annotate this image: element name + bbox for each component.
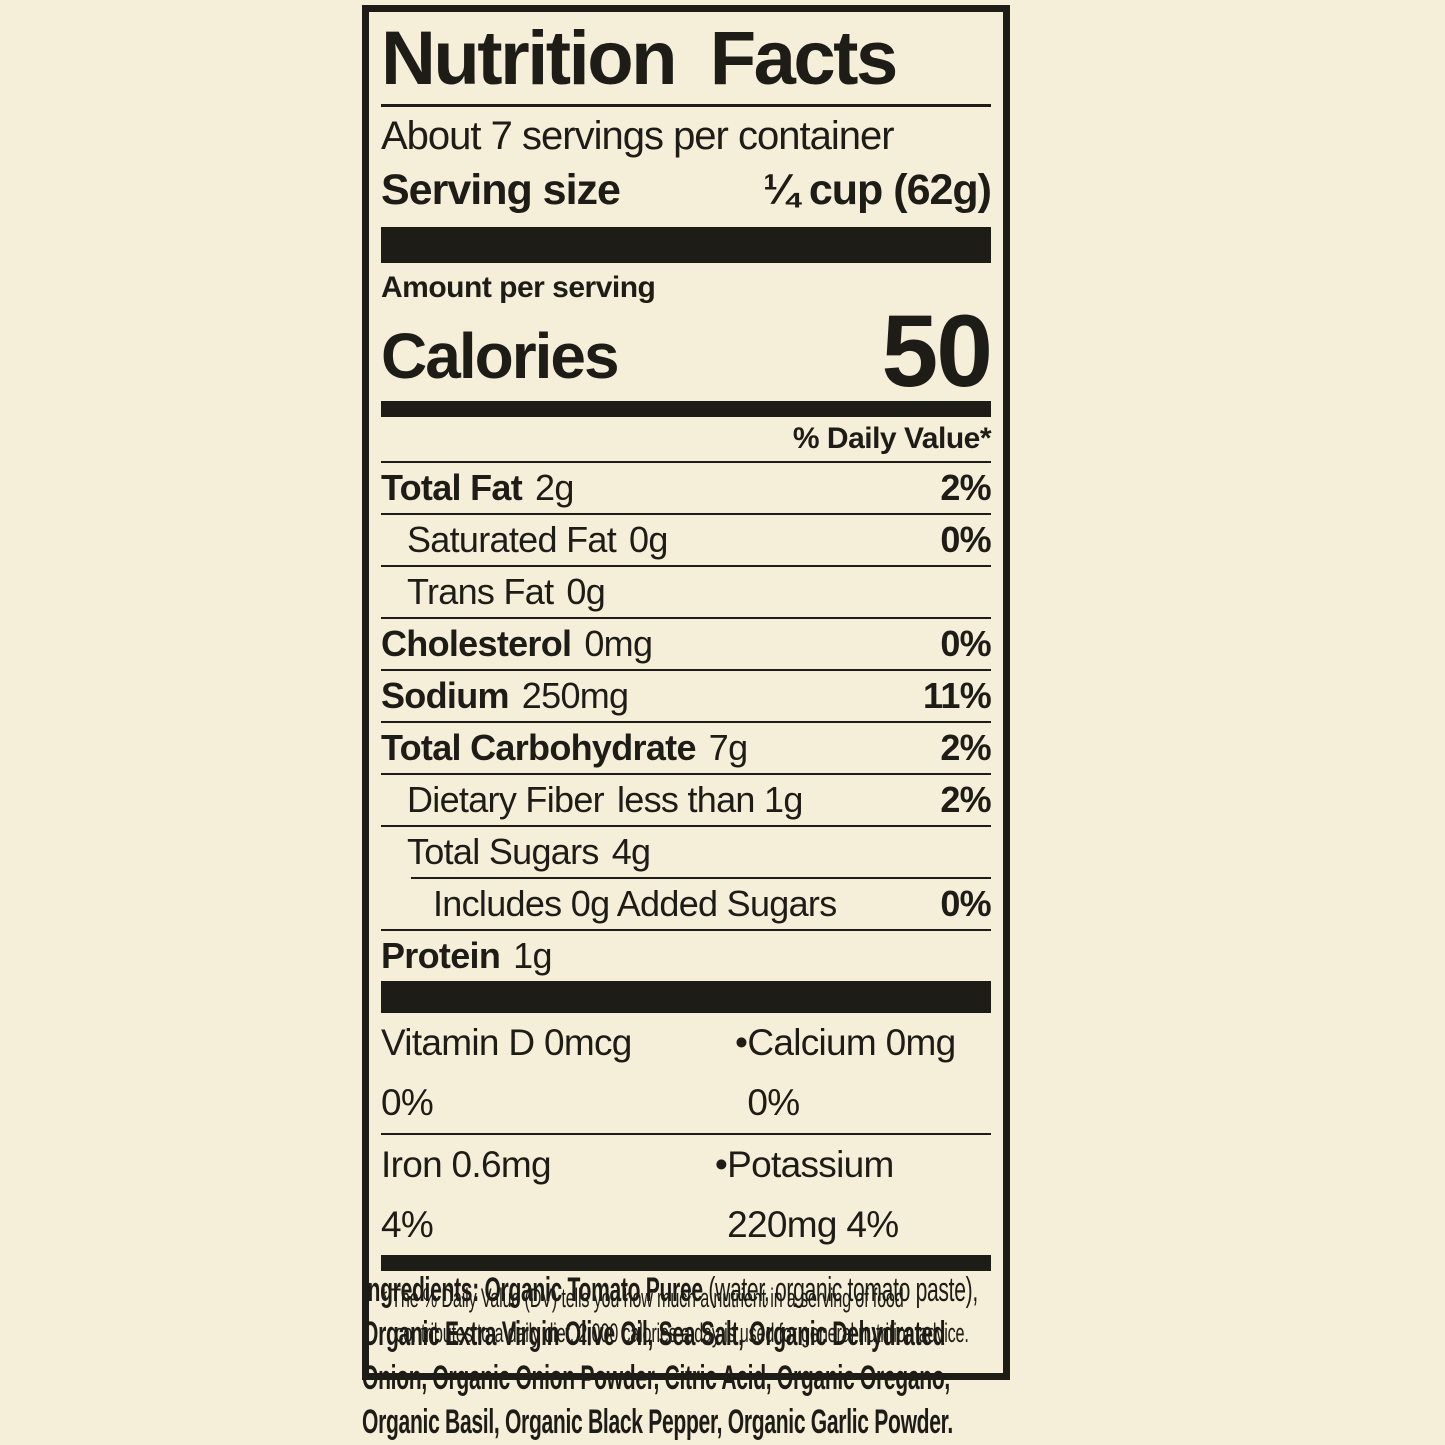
ingredients-text: Organic Extra Virgin Olive Oil, Sea Salt… <box>362 1315 946 1353</box>
ingredients-line: Ingredients: Organic Tomato Puree (water… <box>362 1268 978 1312</box>
nutrient-name: Includes 0g Added Sugars <box>433 883 837 924</box>
nutrient-dv: 2% <box>940 779 991 820</box>
nutrient-name: Trans Fat <box>407 571 554 612</box>
nutrient-name: Total Sugars <box>407 831 599 872</box>
nutrient-name: Dietary Fiber <box>407 779 605 820</box>
micronutrient-left: Iron 0.6mg 4% <box>381 1144 552 1245</box>
micronutrient-row-iron-potassium: Iron 0.6mg 4% • Potassium 220mg 4% <box>381 1133 991 1255</box>
calories-row: Calories 50 <box>381 294 993 408</box>
nutrient-row-saturated-fat: Saturated Fat 0g 0% <box>381 513 992 565</box>
nutrient-row-trans-fat: Trans Fat 0g <box>381 565 991 617</box>
ingredients-line: Onion, Organic Onion Powder, Citric Acid… <box>362 1356 950 1400</box>
nutrient-amount: 1g <box>513 935 552 976</box>
nutrient-amount: 7g <box>708 727 748 768</box>
daily-value-footnote: * The % Daily Value (DV) tells you how m… <box>381 1271 991 1363</box>
nutrient-amount: 0mg <box>584 623 653 664</box>
nutrient-dv: 11% <box>923 675 992 716</box>
daily-value-header: % Daily Value* <box>792 422 992 455</box>
ingredients-parenthetical: (water, organic tomato paste), <box>702 1271 978 1309</box>
divider <box>381 104 991 107</box>
indented-divider <box>411 877 991 879</box>
nutrient-name: Sodium <box>381 675 509 716</box>
servings-per-container: About 7 servings per container <box>381 114 895 158</box>
ingredients-line: Organic Basil, Organic Black Pepper, Org… <box>362 1400 953 1444</box>
nutrient-dv: 2% <box>940 727 991 768</box>
ingredients-text: Onion, Organic Onion Powder, Citric Acid… <box>362 1359 950 1397</box>
serving-size-label: Serving size <box>381 166 621 214</box>
nutrient-name: Saturated Fat <box>407 519 617 560</box>
nutrient-dv: 0% <box>940 519 991 560</box>
nutrient-amount: 2g <box>535 467 574 508</box>
bullet-separator: • <box>714 1144 728 1185</box>
nutrition-facts-panel: Nutrition Facts About 7 servings per con… <box>362 5 1010 1380</box>
ingredients-text: Organic Basil, Organic Black Pepper, Org… <box>362 1403 953 1441</box>
ingredients-paragraph: Ingredients: Organic Tomato Puree (water… <box>362 1268 1062 1444</box>
nutrient-row-added-sugars: Includes 0g Added Sugars 0% <box>381 879 992 929</box>
nutrient-amount: less than 1g <box>616 779 803 820</box>
nutrient-row-total-sugars: Total Sugars 4g <box>381 825 991 877</box>
nutrient-amount: 0g <box>566 571 606 612</box>
amount-per-serving-label: Amount per serving <box>381 271 656 304</box>
serving-size-value: ¼ cup (62g) <box>763 166 992 214</box>
nutrient-row-protein: Protein 1g <box>381 929 991 981</box>
nutrient-row-dietary-fiber: Dietary Fiber less than 1g 2% <box>381 773 992 825</box>
micronutrient-left: Vitamin D 0mcg 0% <box>381 1022 632 1123</box>
medium-divider-bar <box>381 401 991 417</box>
micronutrient-row-vitamind-calcium: Vitamin D 0mcg 0% • Calcium 0mg 0% <box>381 1013 991 1133</box>
nutrient-amount: 250mg <box>521 675 629 716</box>
micronutrient-right: Calcium 0mg 0% <box>747 1022 956 1123</box>
nutrient-name: Total Fat <box>381 467 523 508</box>
nutrient-dv: 2% <box>940 467 991 508</box>
ingredients-line: Organic Extra Virgin Olive Oil, Sea Salt… <box>362 1312 945 1356</box>
nutrient-row-cholesterol: Cholesterol 0mg 0% <box>381 617 992 669</box>
nutrient-row-total-carbohydrate: Total Carbohydrate 7g 2% <box>381 721 992 773</box>
calories-value: 50 <box>881 294 993 408</box>
serving-size-row: Serving size ¼ cup (62g) <box>381 165 992 227</box>
nutrient-name: Cholesterol <box>381 623 572 664</box>
nutrient-row-total-fat: Total Fat 2g 2% <box>381 461 992 513</box>
nutrition-facts-title: Nutrition Facts <box>381 16 898 101</box>
medium-divider-bar <box>381 1255 991 1271</box>
nutrient-amount: 0g <box>629 519 668 560</box>
nutrient-dv: 0% <box>940 623 991 664</box>
nutrient-name: Total Carbohydrate <box>381 727 696 768</box>
thick-divider-bar <box>381 227 991 263</box>
bullet-separator: • <box>735 1022 748 1063</box>
nutrient-amount: 4g <box>611 831 651 872</box>
calories-label: Calories <box>381 320 620 392</box>
nutrient-name: Protein <box>381 935 501 976</box>
ingredients-lead: Ingredients: Organic Tomato Puree <box>362 1271 703 1309</box>
micronutrient-right: Potassium 220mg 4% <box>727 1144 899 1245</box>
nutrient-dv: 0% <box>940 883 991 924</box>
nutrient-row-sodium: Sodium 250mg 11% <box>381 669 992 721</box>
thick-divider-bar <box>381 981 991 1013</box>
